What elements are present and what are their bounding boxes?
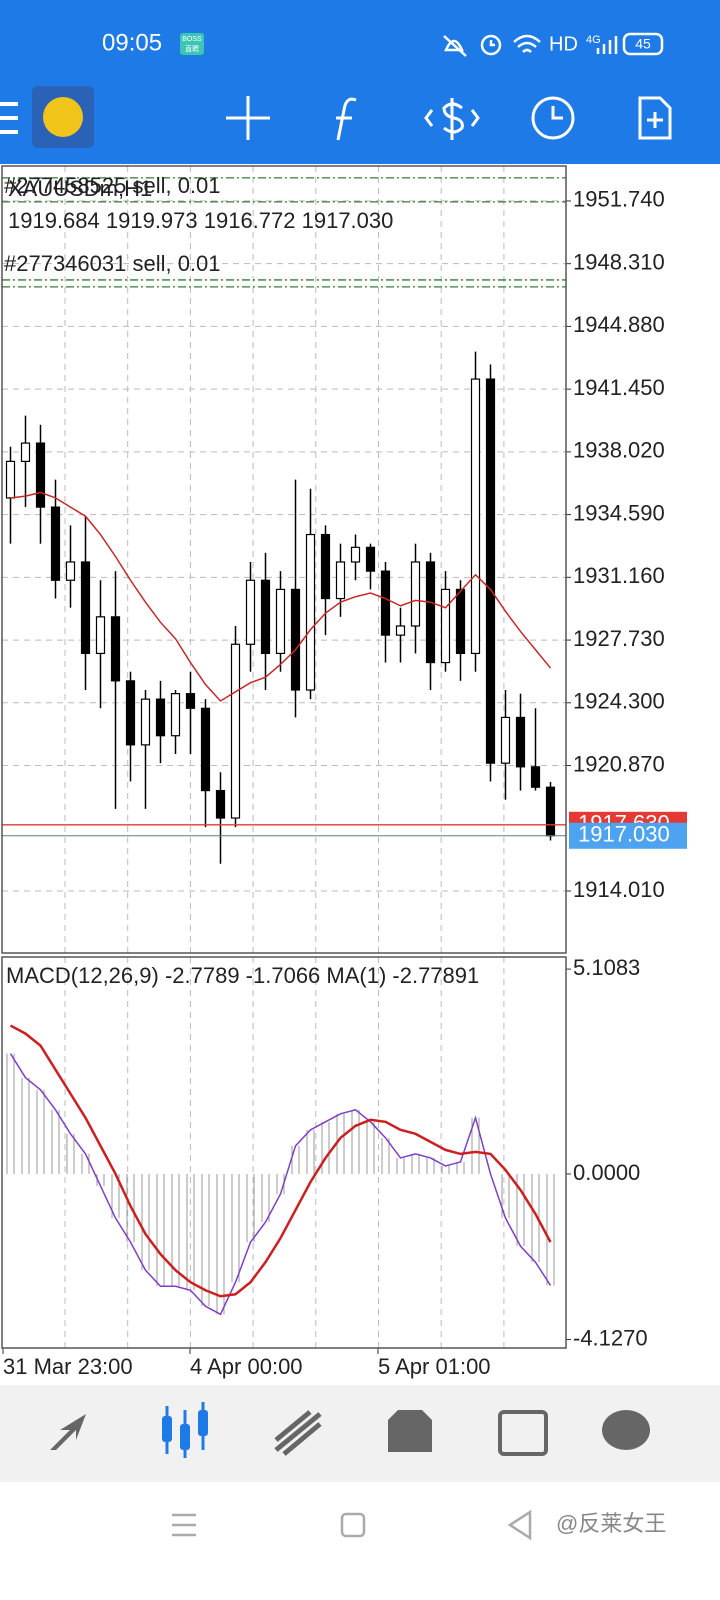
clock: 09:05 bbox=[102, 29, 162, 56]
badge-text: 直聘 bbox=[185, 44, 199, 53]
status-icons bbox=[443, 32, 664, 57]
y-tick-label: 1920.870 bbox=[573, 751, 665, 776]
candle-body bbox=[335, 561, 346, 600]
period-button[interactable] bbox=[531, 96, 575, 140]
candle-body bbox=[470, 378, 481, 655]
y-tick-label: 1924.300 bbox=[573, 689, 665, 714]
app-badge bbox=[180, 33, 204, 55]
candle-body bbox=[170, 693, 181, 737]
candle-body bbox=[245, 579, 256, 645]
quotes-tab[interactable] bbox=[50, 1414, 86, 1450]
candle-body bbox=[140, 698, 151, 746]
y-tick-label: 1951.740 bbox=[573, 187, 665, 212]
y-tick-label: 1927.730 bbox=[573, 626, 665, 651]
y-tick-label: -4.1270 bbox=[573, 1325, 648, 1350]
y-tick-label: 1941.450 bbox=[573, 375, 665, 400]
watermark: @反莱女王 bbox=[556, 1511, 666, 1536]
trade-tab[interactable] bbox=[274, 1410, 322, 1456]
plot: 1951.740 1948.310 1944.880 1941.450 1938.020… bbox=[2, 166, 687, 1379]
system-bar bbox=[0, 1482, 720, 1600]
nav-icons bbox=[50, 1402, 650, 1458]
main-frame bbox=[1, 165, 567, 954]
symbol: XAUUSDm,H1 bbox=[8, 176, 152, 201]
x-tick-label: 4 Apr 00:00 bbox=[190, 1354, 303, 1379]
battery: 45 bbox=[635, 36, 651, 52]
cell: 4G bbox=[586, 34, 601, 46]
candle-body bbox=[485, 378, 496, 764]
candle-body bbox=[215, 789, 226, 819]
candle-body bbox=[365, 546, 376, 572]
candle-body bbox=[125, 680, 136, 746]
menu-button[interactable] bbox=[0, 102, 18, 134]
candle-body bbox=[320, 533, 331, 600]
candle-body bbox=[395, 625, 406, 636]
candle-body bbox=[80, 561, 91, 655]
x-tick-label: 5 Apr 01:00 bbox=[378, 1354, 491, 1379]
candle-body bbox=[155, 698, 166, 737]
candle-body bbox=[110, 616, 121, 682]
y-tick-label: 1934.590 bbox=[573, 500, 665, 525]
top-bar bbox=[0, 0, 720, 164]
menu-key[interactable] bbox=[172, 1513, 196, 1537]
macd-title: MACD(12,26,9) -2.7789 -1.7066 MA(1) -2.7… bbox=[6, 963, 479, 988]
candle-body bbox=[260, 579, 271, 655]
candle-body bbox=[35, 442, 46, 508]
trade-button[interactable] bbox=[424, 98, 480, 140]
ma-line bbox=[10, 491, 552, 702]
chat-tab[interactable] bbox=[602, 1410, 650, 1450]
candle-body bbox=[410, 561, 421, 627]
y-tick-label: 5.1083 bbox=[573, 955, 640, 980]
candle-body bbox=[50, 506, 61, 581]
system-nav bbox=[172, 1509, 532, 1541]
bottom-nav bbox=[0, 1385, 720, 1482]
ohlc: 1919.684 1919.973 1916.772 1917.030 bbox=[8, 208, 393, 233]
candle-body bbox=[230, 643, 241, 819]
candle-body bbox=[455, 588, 466, 655]
candle-body bbox=[275, 588, 286, 655]
candle-body bbox=[380, 570, 391, 636]
indicator-button[interactable] bbox=[336, 97, 357, 141]
y-tick-label: 1914.010 bbox=[573, 877, 665, 902]
history-tab[interactable] bbox=[388, 1410, 432, 1452]
candle-body bbox=[200, 707, 211, 792]
macd-frame bbox=[1, 956, 567, 1349]
app-logo-mark bbox=[43, 97, 83, 137]
back-key[interactable] bbox=[507, 1509, 532, 1541]
macd-line bbox=[9, 1024, 552, 1298]
candle-body bbox=[530, 766, 541, 788]
crosshair-button[interactable] bbox=[226, 96, 270, 140]
candle-body bbox=[65, 561, 76, 581]
objects-button[interactable] bbox=[638, 96, 672, 140]
y-tick-label: 1931.160 bbox=[573, 563, 665, 588]
y-tick-label: 1938.020 bbox=[573, 438, 665, 463]
candle-body bbox=[440, 588, 451, 664]
badge-text: BOSS bbox=[182, 36, 202, 43]
y-tick-label: 0.0000 bbox=[573, 1160, 640, 1185]
macd-line bbox=[9, 1053, 552, 1316]
candle-body bbox=[185, 693, 196, 709]
news-tab[interactable] bbox=[498, 1410, 548, 1456]
candle-body bbox=[545, 786, 556, 837]
y-tick-label: 1948.310 bbox=[573, 249, 665, 274]
toolbar-icons bbox=[226, 96, 672, 141]
candle-body bbox=[5, 460, 16, 499]
y-tick-label: 1944.880 bbox=[573, 312, 665, 337]
candle-body bbox=[425, 561, 436, 664]
x-tick-label: 31 Mar 23:00 bbox=[3, 1354, 133, 1379]
candle-body bbox=[290, 588, 301, 691]
candle-body bbox=[95, 616, 106, 655]
order-label: #277346031 sell, 0.01 bbox=[4, 251, 221, 276]
bid-label: 1917.030 bbox=[578, 822, 670, 847]
candle-body bbox=[515, 716, 526, 768]
network: HD bbox=[549, 33, 578, 55]
chart-tab[interactable] bbox=[162, 1402, 208, 1458]
candle-body bbox=[500, 716, 511, 764]
candle-body bbox=[20, 442, 31, 462]
candle-body bbox=[305, 533, 316, 691]
bid-box bbox=[569, 822, 687, 849]
candle-body bbox=[350, 546, 361, 563]
order-label: #277458525 sell, 0.01 bbox=[4, 173, 221, 198]
home-key[interactable] bbox=[340, 1512, 366, 1538]
